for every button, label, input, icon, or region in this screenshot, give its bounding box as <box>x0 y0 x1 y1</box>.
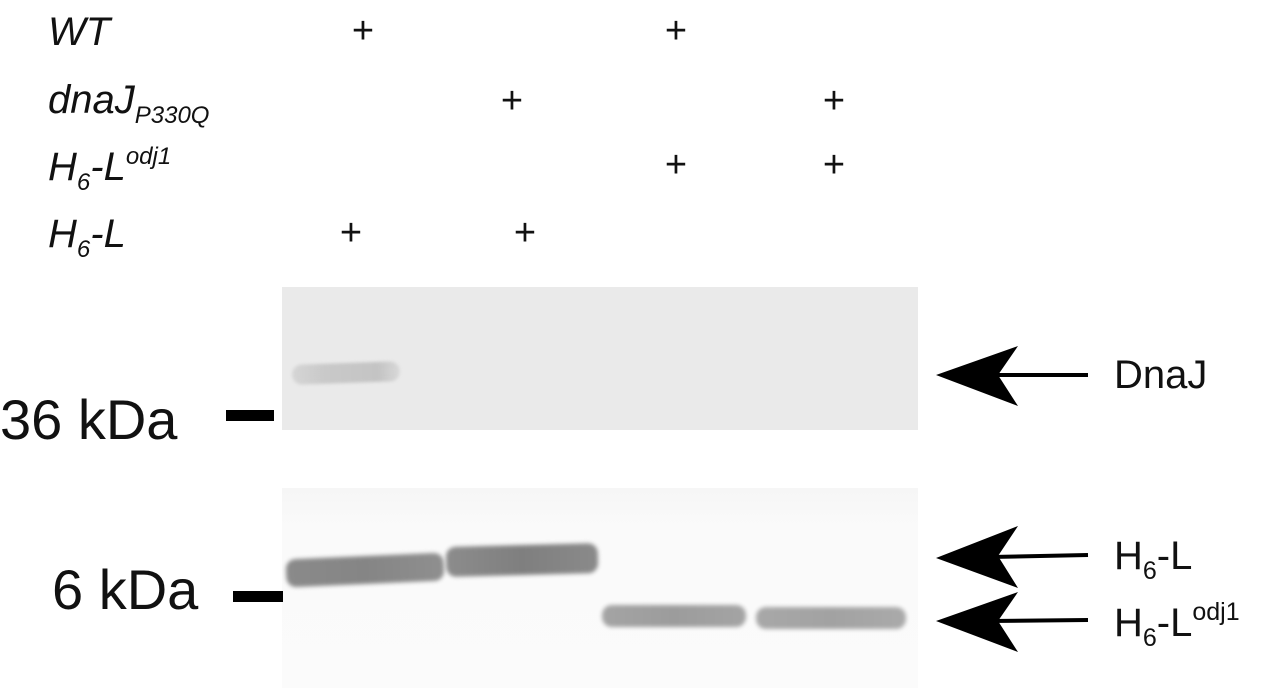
plus-h6lodj-lane4: + <box>822 144 846 186</box>
band-label-h6lodj-dash: -L <box>1156 601 1193 645</box>
row-label-h6l-subscript: 6 <box>76 236 91 263</box>
mw-label-6kda: 6 kDa <box>52 558 199 621</box>
row-label-dnaj-p330q: dnaJP330Q <box>48 80 209 128</box>
plus-h6l-lane1: + <box>339 212 363 254</box>
band-label-h6lodj-subscript: 6 <box>1142 624 1157 652</box>
gel-panel-upper <box>282 287 918 430</box>
band-label-dnaj: DnaJ <box>1114 353 1208 397</box>
band-label-h6lodj1: H6-Lodj1 <box>1114 600 1240 651</box>
row-label-h6-l-odj1: H6-Lodj1 <box>48 145 171 195</box>
plus-h6l-lane2: + <box>513 212 537 254</box>
row-label-h6-l: H6-L <box>48 214 126 262</box>
row-label-h6lodj-dash: -L <box>90 145 126 189</box>
band-label-h6l-text: H <box>1114 534 1143 578</box>
row-label-dnaj-subscript: P330Q <box>134 102 210 129</box>
row-label-dnaj-text: dnaJ <box>48 78 135 122</box>
plus-wt-lane1: + <box>351 10 375 52</box>
plus-wt-lane3: + <box>664 10 688 52</box>
band-label-h6l-subscript: 6 <box>1142 557 1157 585</box>
mw-tick-36kda <box>226 410 274 421</box>
gel-panel-lower <box>282 488 918 688</box>
arrow-dnaj <box>936 346 1088 406</box>
mw-label-36kda: 36 kDa <box>0 388 178 451</box>
band-arrows <box>936 346 1089 652</box>
band-label-h6lodj-text: H <box>1114 601 1143 645</box>
row-label-h6lodj-subscript: 6 <box>76 169 91 196</box>
row-label-h6l-text: H <box>48 212 77 256</box>
row-label-h6l-dash: -L <box>90 212 126 256</box>
arrow-h6l <box>936 526 1089 588</box>
band-h6lodj1-lane4 <box>756 607 906 629</box>
plus-h6lodj-lane3: + <box>664 144 688 186</box>
arrow-h6lodj1 <box>936 592 1089 652</box>
band-dnaj-lane1 <box>291 361 401 385</box>
plus-dnaj-lane4: + <box>822 80 846 122</box>
row-label-h6lodj-superscript: odj1 <box>125 143 172 170</box>
row-label-wt-text: WT <box>48 10 111 54</box>
row-label-wt: WT <box>48 12 110 52</box>
band-label-h6lodj-superscript: odj1 <box>1192 598 1240 626</box>
band-h6l-lane2 <box>445 543 599 577</box>
plus-dnaj-lane2: + <box>500 80 524 122</box>
mw-tick-6kda <box>233 591 283 602</box>
band-label-h6l: H6-L <box>1114 536 1192 584</box>
band-label-h6l-dash: -L <box>1156 534 1193 578</box>
row-label-h6lodj-text: H <box>48 145 77 189</box>
band-h6lodj1-lane3 <box>602 605 746 627</box>
